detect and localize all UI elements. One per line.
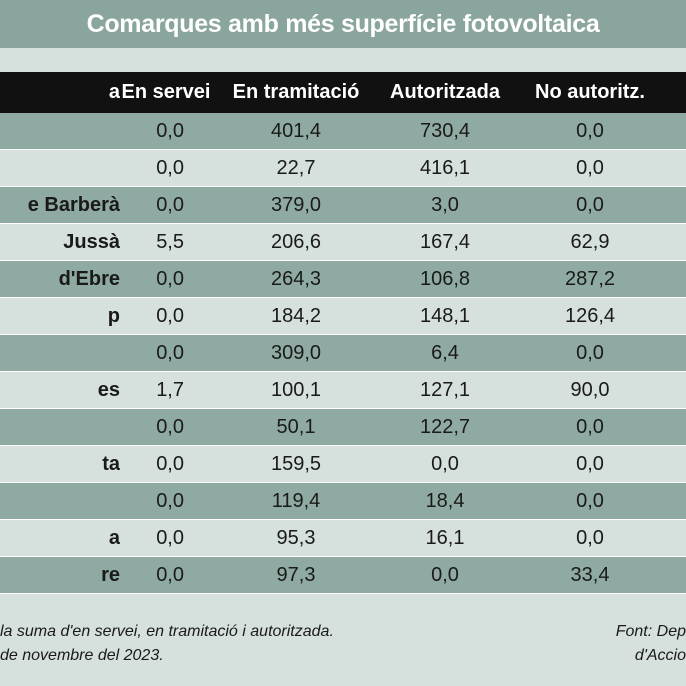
table-row: re 0,0 97,3 0,0 33,4 bbox=[0, 557, 686, 594]
cell-no-autoritz: 0,0 bbox=[576, 452, 604, 475]
cell-en-servei: 0,0 bbox=[156, 489, 184, 512]
cell-en-tramitacio: 184,2 bbox=[270, 304, 322, 327]
cell-comarca: es bbox=[97, 378, 120, 401]
cell-comarca: a bbox=[108, 526, 120, 549]
cell-en-servei: 0,0 bbox=[156, 526, 184, 549]
table-row: 0,0 119,4 18,4 0,0 bbox=[0, 483, 686, 520]
table-row: d'Ebre 0,0 264,3 106,8 287,2 bbox=[0, 261, 686, 298]
cell-en-servei: 0,0 bbox=[156, 341, 184, 364]
cell-en-servei: 5,5 bbox=[156, 230, 184, 253]
cell-en-servei: 0,0 bbox=[156, 563, 184, 586]
cell-comarca bbox=[0, 150, 120, 186]
cell-no-autoritz: 62,9 bbox=[570, 230, 610, 253]
cell-en-tramitacio: 100,1 bbox=[270, 378, 322, 401]
cell-no-autoritz: 126,4 bbox=[564, 304, 616, 327]
cell-en-tramitacio: 50,1 bbox=[276, 415, 316, 438]
cell-autoritzada: 6,4 bbox=[431, 341, 459, 364]
table-row: es 1,7 100,1 127,1 90,0 bbox=[0, 372, 686, 409]
footnote: la suma d'en servei, en tramitació i aut… bbox=[0, 620, 334, 668]
table-row: 0,0 50,1 122,7 0,0 bbox=[0, 409, 686, 446]
cell-comarca: d'Ebre bbox=[58, 267, 120, 290]
cell-en-tramitacio: 379,0 bbox=[270, 193, 322, 216]
cell-comarca: p bbox=[107, 304, 120, 327]
cell-en-servei: 0,0 bbox=[156, 452, 184, 475]
cell-comarca bbox=[0, 335, 120, 371]
table-row: 0,0 401,4 730,4 0,0 bbox=[0, 113, 686, 150]
cell-en-tramitacio: 119,4 bbox=[271, 489, 321, 512]
cell-en-tramitacio: 206,6 bbox=[270, 230, 322, 253]
cell-autoritzada: 16,1 bbox=[425, 526, 465, 549]
cell-en-tramitacio: 264,3 bbox=[270, 267, 322, 290]
table-row: a 0,0 95,3 16,1 0,0 bbox=[0, 520, 686, 557]
cell-comarca: e Barberà bbox=[27, 193, 120, 216]
cell-comarca bbox=[0, 113, 120, 149]
cell-autoritzada: 0,0 bbox=[431, 452, 459, 475]
data-table: a En servei En tramitació Autoritzada No… bbox=[0, 72, 686, 594]
cell-autoritzada: 18,4 bbox=[425, 489, 465, 512]
cell-en-servei: 1,7 bbox=[156, 378, 184, 401]
cell-no-autoritz: 287,2 bbox=[564, 267, 616, 290]
cell-en-servei: 0,0 bbox=[156, 304, 184, 327]
cell-en-servei: 0,0 bbox=[156, 267, 184, 290]
table-body: 0,0 401,4 730,4 0,0 0,0 22,7 416,1 0,0 e Barberà… bbox=[0, 113, 686, 594]
cell-en-tramitacio: 22,7 bbox=[276, 156, 316, 179]
header-no-autoritz: No autoritz. bbox=[535, 81, 645, 103]
table-row: p 0,0 184,2 148,1 126,4 bbox=[0, 298, 686, 335]
cell-autoritzada: 167,4 bbox=[419, 230, 471, 253]
cell-comarca: Jussà bbox=[63, 230, 120, 253]
cell-en-tramitacio: 309,0 bbox=[270, 341, 322, 364]
cell-autoritzada: 106,8 bbox=[419, 267, 471, 290]
header-en-servei: En servei bbox=[121, 81, 211, 103]
cell-comarca bbox=[0, 483, 120, 519]
cell-comarca: ta bbox=[102, 452, 120, 475]
cell-no-autoritz: 0,0 bbox=[576, 119, 604, 142]
table-row: 0,0 309,0 6,4 0,0 bbox=[0, 335, 686, 372]
table-row: Jussà 5,5 206,6 167,4 62,9 bbox=[0, 224, 686, 261]
cell-autoritzada: 730,4 bbox=[419, 119, 471, 142]
cell-no-autoritz: 0,0 bbox=[576, 526, 604, 549]
cell-en-tramitacio: 401,4 bbox=[270, 119, 322, 142]
header-autoritzada: Autoritzada bbox=[390, 81, 500, 103]
cell-no-autoritz: 0,0 bbox=[576, 156, 604, 179]
source-line: Font: Dep bbox=[615, 623, 686, 640]
cell-autoritzada: 0,0 bbox=[431, 563, 459, 586]
title-bar: Comarques amb més superfície fotovoltaic… bbox=[0, 0, 686, 48]
cell-no-autoritz: 90,0 bbox=[570, 378, 610, 401]
cell-en-servei: 0,0 bbox=[156, 119, 184, 142]
table-row: 0,0 22,7 416,1 0,0 bbox=[0, 150, 686, 187]
cell-autoritzada: 3,0 bbox=[431, 193, 459, 216]
source-line: d'Accio bbox=[634, 647, 686, 664]
table-header: a En servei En tramitació Autoritzada No… bbox=[0, 72, 686, 113]
cell-comarca: re bbox=[101, 563, 120, 586]
cell-en-tramitacio: 97,3 bbox=[276, 563, 316, 586]
cell-autoritzada: 148,1 bbox=[419, 304, 471, 327]
cell-autoritzada: 122,7 bbox=[419, 415, 471, 438]
header-name: a bbox=[108, 81, 120, 103]
cell-en-tramitacio: 159,5 bbox=[270, 452, 322, 475]
chart-title: Comarques amb més superfície fotovoltaic… bbox=[86, 9, 600, 38]
cell-en-servei: 0,0 bbox=[156, 415, 184, 438]
table-row: ta 0,0 159,5 0,0 0,0 bbox=[0, 446, 686, 483]
cell-no-autoritz: 0,0 bbox=[576, 193, 604, 216]
footnote-line: la suma d'en servei, en tramitació i aut… bbox=[0, 623, 334, 640]
cell-no-autoritz: 0,0 bbox=[576, 341, 604, 364]
cell-en-servei: 0,0 bbox=[156, 156, 184, 179]
cell-no-autoritz: 0,0 bbox=[576, 489, 604, 512]
cell-en-servei: 0,0 bbox=[156, 193, 184, 216]
cell-autoritzada: 416,1 bbox=[419, 156, 471, 179]
cell-en-tramitacio: 95,3 bbox=[276, 526, 316, 549]
footnote-line: de novembre del 2023. bbox=[0, 647, 164, 664]
cell-no-autoritz: 33,4 bbox=[570, 563, 610, 586]
table-row: e Barberà 0,0 379,0 3,0 0,0 bbox=[0, 187, 686, 224]
header-en-tramitacio: En tramitació bbox=[232, 81, 360, 103]
cell-autoritzada: 127,1 bbox=[419, 378, 471, 401]
source-note: Font: Dep d'Accio bbox=[616, 620, 686, 668]
cell-comarca bbox=[0, 409, 120, 445]
cell-no-autoritz: 0,0 bbox=[576, 415, 604, 438]
